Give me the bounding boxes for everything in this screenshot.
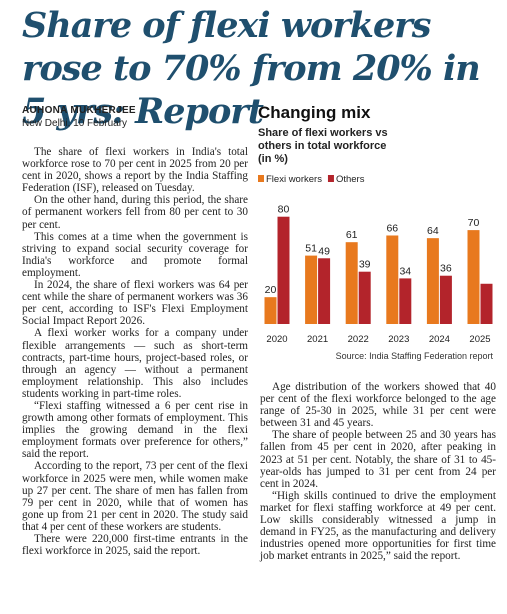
bar bbox=[467, 230, 480, 324]
paragraph: “High skills continued to drive the empl… bbox=[260, 489, 496, 563]
data-label: 39 bbox=[359, 259, 371, 271]
paragraph: On the other hand, during this period, t… bbox=[22, 194, 248, 231]
paragraph: A flexi worker works for a company under… bbox=[22, 327, 248, 400]
paragraph: The share of flexi workers in India's to… bbox=[22, 146, 248, 195]
data-label: 80 bbox=[278, 204, 290, 216]
x-tick-label: 2021 bbox=[307, 334, 328, 345]
paragraph: The share of people between 25 and 30 ye… bbox=[260, 429, 496, 490]
bar bbox=[386, 235, 399, 324]
data-label: 66 bbox=[386, 222, 398, 234]
legend-swatch bbox=[327, 175, 334, 182]
data-label: 34 bbox=[399, 265, 411, 277]
author: AUHONA MUKHERJEE bbox=[22, 105, 136, 116]
bar bbox=[399, 278, 412, 324]
chart: Changing mix Share of flexi workers vs ot… bbox=[258, 103, 494, 361]
data-label: 64 bbox=[427, 225, 439, 237]
x-tick-label: 2024 bbox=[429, 334, 450, 345]
paragraph: “Flexi staffing witnessed a 6 per cent r… bbox=[22, 399, 248, 461]
data-label: 70 bbox=[468, 217, 480, 229]
legend-label: Others bbox=[336, 174, 365, 185]
paragraph: Age distribution of the workers showed t… bbox=[260, 381, 496, 430]
bar bbox=[345, 242, 358, 324]
bar bbox=[305, 255, 318, 324]
data-label: 61 bbox=[346, 229, 358, 241]
x-tick-label: 2025 bbox=[469, 334, 490, 345]
x-tick-label: 2023 bbox=[388, 334, 409, 345]
paragraph: This comes at a time when the government… bbox=[22, 230, 248, 279]
left-column: The share of flexi workers in India's to… bbox=[22, 146, 248, 557]
bar bbox=[318, 258, 331, 324]
paragraph: In 2024, the share of flexi workers was … bbox=[22, 279, 248, 328]
data-label: 20 bbox=[265, 284, 277, 296]
dateline: New Delhi, 10 February bbox=[22, 118, 128, 129]
paragraph: According to the report, 73 per cent of … bbox=[22, 460, 248, 533]
bar bbox=[358, 271, 371, 324]
bar bbox=[480, 283, 493, 324]
chart-title: Changing mix bbox=[258, 103, 371, 122]
bar bbox=[264, 297, 277, 324]
x-tick-label: 2022 bbox=[348, 334, 369, 345]
right-column: Age distribution of the workers showed t… bbox=[260, 381, 496, 562]
bar bbox=[426, 238, 439, 324]
data-label: 36 bbox=[440, 263, 452, 275]
chart-subtitle: Share of flexi workers vs others in total… bbox=[258, 127, 388, 165]
legend-swatch bbox=[258, 175, 264, 182]
bar bbox=[277, 216, 290, 324]
paragraph: There were 220,000 first-time entrants i… bbox=[22, 533, 248, 558]
data-label: 51 bbox=[305, 243, 317, 255]
x-tick-label: 2020 bbox=[266, 334, 287, 345]
bar bbox=[439, 275, 452, 324]
headline: Share of flexi workers rose to 70% from … bbox=[22, 5, 481, 132]
legend-label: Flexi workers bbox=[266, 174, 322, 185]
data-label: 49 bbox=[318, 245, 330, 257]
chart-source: Source: India Staffing Federation report bbox=[336, 351, 494, 361]
byline: AUHONA MUKHERJEE New Delhi, 10 February bbox=[22, 104, 136, 130]
